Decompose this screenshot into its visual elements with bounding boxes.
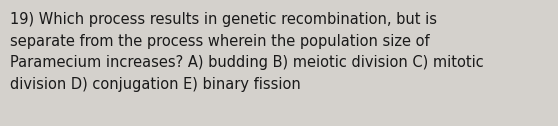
Text: 19) Which process results in genetic recombination, but is
separate from the pro: 19) Which process results in genetic rec… [10,12,484,92]
